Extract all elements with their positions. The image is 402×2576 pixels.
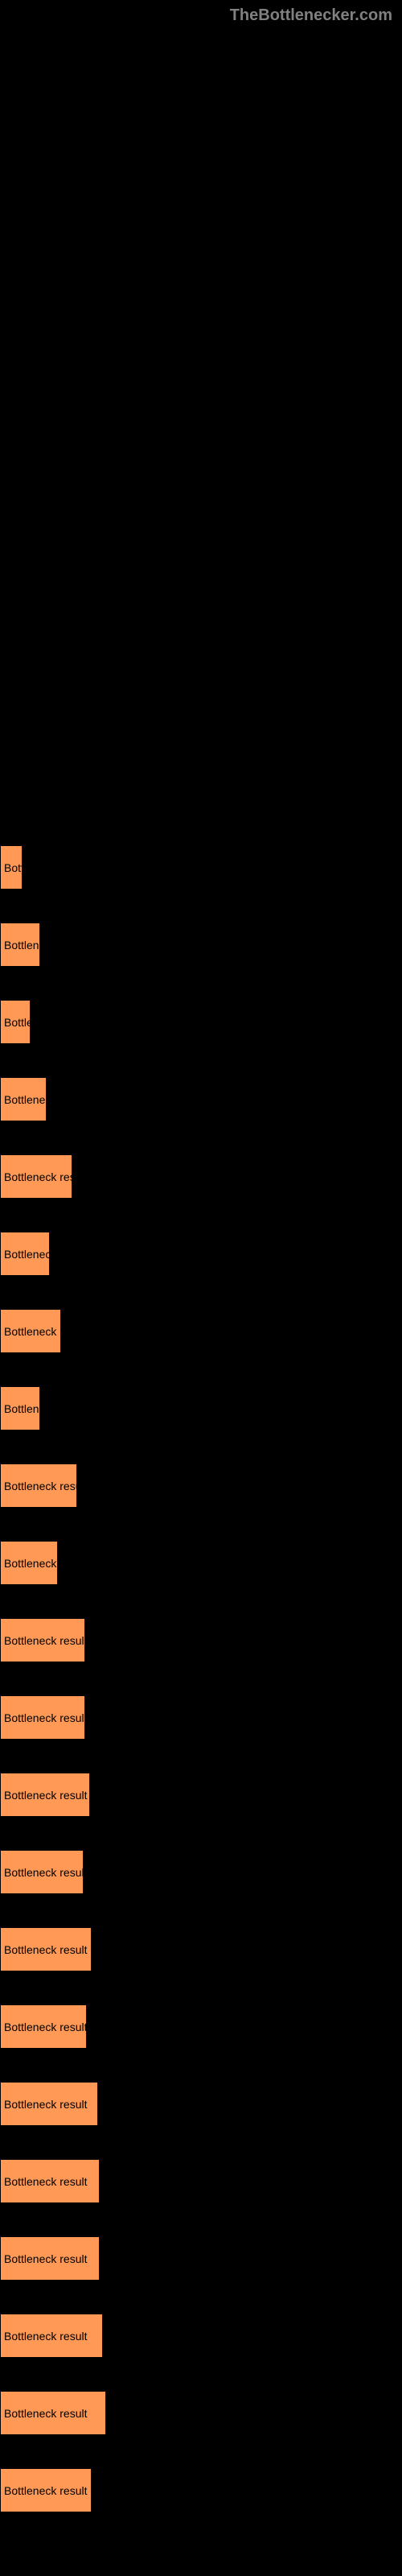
bar-label: Bottleneck result xyxy=(4,939,40,952)
bar-row: Bottleneck result xyxy=(0,2391,402,2435)
bar-row: Bottleneck result xyxy=(0,2082,402,2126)
bar-row: Bottleneck result xyxy=(0,1927,402,1971)
bar: Bottleneck result xyxy=(0,1386,40,1430)
watermark-text: TheBottlenecker.com xyxy=(230,6,392,25)
bar: Bottleneck result xyxy=(0,2314,103,2358)
bar-row: Bottleneck result xyxy=(0,1695,402,1740)
bar: Bottleneck result xyxy=(0,845,23,890)
bars-holder: Bottleneck result Bottleneck result Bottle… xyxy=(0,845,402,2512)
bar-row: Bottleneck result xyxy=(0,1309,402,1353)
bar-row: Bottleneck result xyxy=(0,2159,402,2203)
bar-label: Bottleneck result xyxy=(4,1402,40,1415)
bar-label: Bottleneck result xyxy=(4,1016,31,1029)
bar: Bottleneck result xyxy=(0,923,40,967)
bar-row: Bottleneck result xyxy=(0,1000,402,1044)
bar: Bottleneck result xyxy=(0,2391,106,2435)
bar-label: Bottleneck result xyxy=(4,1866,84,1879)
bar: Bottleneck result xyxy=(0,1695,85,1740)
bar: Bottleneck result xyxy=(0,1232,50,1276)
bar-label: Bottleneck result xyxy=(4,1093,47,1106)
bar-row: Bottleneck result xyxy=(0,1154,402,1199)
bar-row: Bottleneck result xyxy=(0,845,402,890)
bar-label: Bottleneck result xyxy=(4,2021,87,2033)
bar-row: Bottleneck result xyxy=(0,1386,402,1430)
bar-row: Bottleneck result xyxy=(0,2236,402,2281)
bar-row: Bottleneck result xyxy=(0,2468,402,2512)
bar-row: Bottleneck result xyxy=(0,1618,402,1662)
bar-label: Bottleneck result xyxy=(4,2484,88,2497)
bar-label: Bottleneck result xyxy=(4,1789,88,1802)
bar-label: Bottleneck result xyxy=(4,1480,77,1492)
bar-row: Bottleneck result xyxy=(0,1077,402,1121)
bar-label: Bottleneck result xyxy=(4,1170,72,1183)
bar-row: Bottleneck result xyxy=(0,1850,402,1894)
bar-label: Bottleneck result xyxy=(4,1634,85,1647)
bar-label: Bottleneck result xyxy=(4,2175,88,2188)
chart-container: Bottleneck result Bottleneck result Bottle… xyxy=(0,0,402,2576)
bar-label: Bottleneck result xyxy=(4,2330,88,2343)
bar-row: Bottleneck result xyxy=(0,2314,402,2358)
bar-row: Bottleneck result xyxy=(0,923,402,967)
bar-row: Bottleneck result xyxy=(0,2004,402,2049)
bar-label: Bottleneck result xyxy=(4,861,23,874)
bar-label: Bottleneck result xyxy=(4,1943,88,1956)
bar: Bottleneck result xyxy=(0,1927,92,1971)
bar: Bottleneck result xyxy=(0,2159,100,2203)
bar-label: Bottleneck result xyxy=(4,2252,88,2265)
bar: Bottleneck result xyxy=(0,2468,92,2512)
bar-label: Bottleneck result xyxy=(4,1248,50,1261)
bar-label: Bottleneck result xyxy=(4,1711,85,1724)
bar-label: Bottleneck result xyxy=(4,1557,58,1570)
bar: Bottleneck result xyxy=(0,1618,85,1662)
bar-label: Bottleneck result xyxy=(4,2098,88,2111)
bar-row: Bottleneck result xyxy=(0,1463,402,1508)
bar-label: Bottleneck result xyxy=(4,2407,88,2420)
bar: Bottleneck result xyxy=(0,1773,90,1817)
bar-label: Bottleneck result xyxy=(4,1325,61,1338)
bar: Bottleneck result xyxy=(0,2236,100,2281)
bar: Bottleneck result xyxy=(0,1541,58,1585)
bar: Bottleneck result xyxy=(0,2082,98,2126)
bar: Bottleneck result xyxy=(0,1309,61,1353)
bar-row: Bottleneck result xyxy=(0,1541,402,1585)
bar-row: Bottleneck result xyxy=(0,1232,402,1276)
bar: Bottleneck result xyxy=(0,2004,87,2049)
bar: Bottleneck result xyxy=(0,1077,47,1121)
bar: Bottleneck result xyxy=(0,1850,84,1894)
bar: Bottleneck result xyxy=(0,1000,31,1044)
bar: Bottleneck result xyxy=(0,1154,72,1199)
bar-row: Bottleneck result xyxy=(0,1773,402,1817)
bar: Bottleneck result xyxy=(0,1463,77,1508)
